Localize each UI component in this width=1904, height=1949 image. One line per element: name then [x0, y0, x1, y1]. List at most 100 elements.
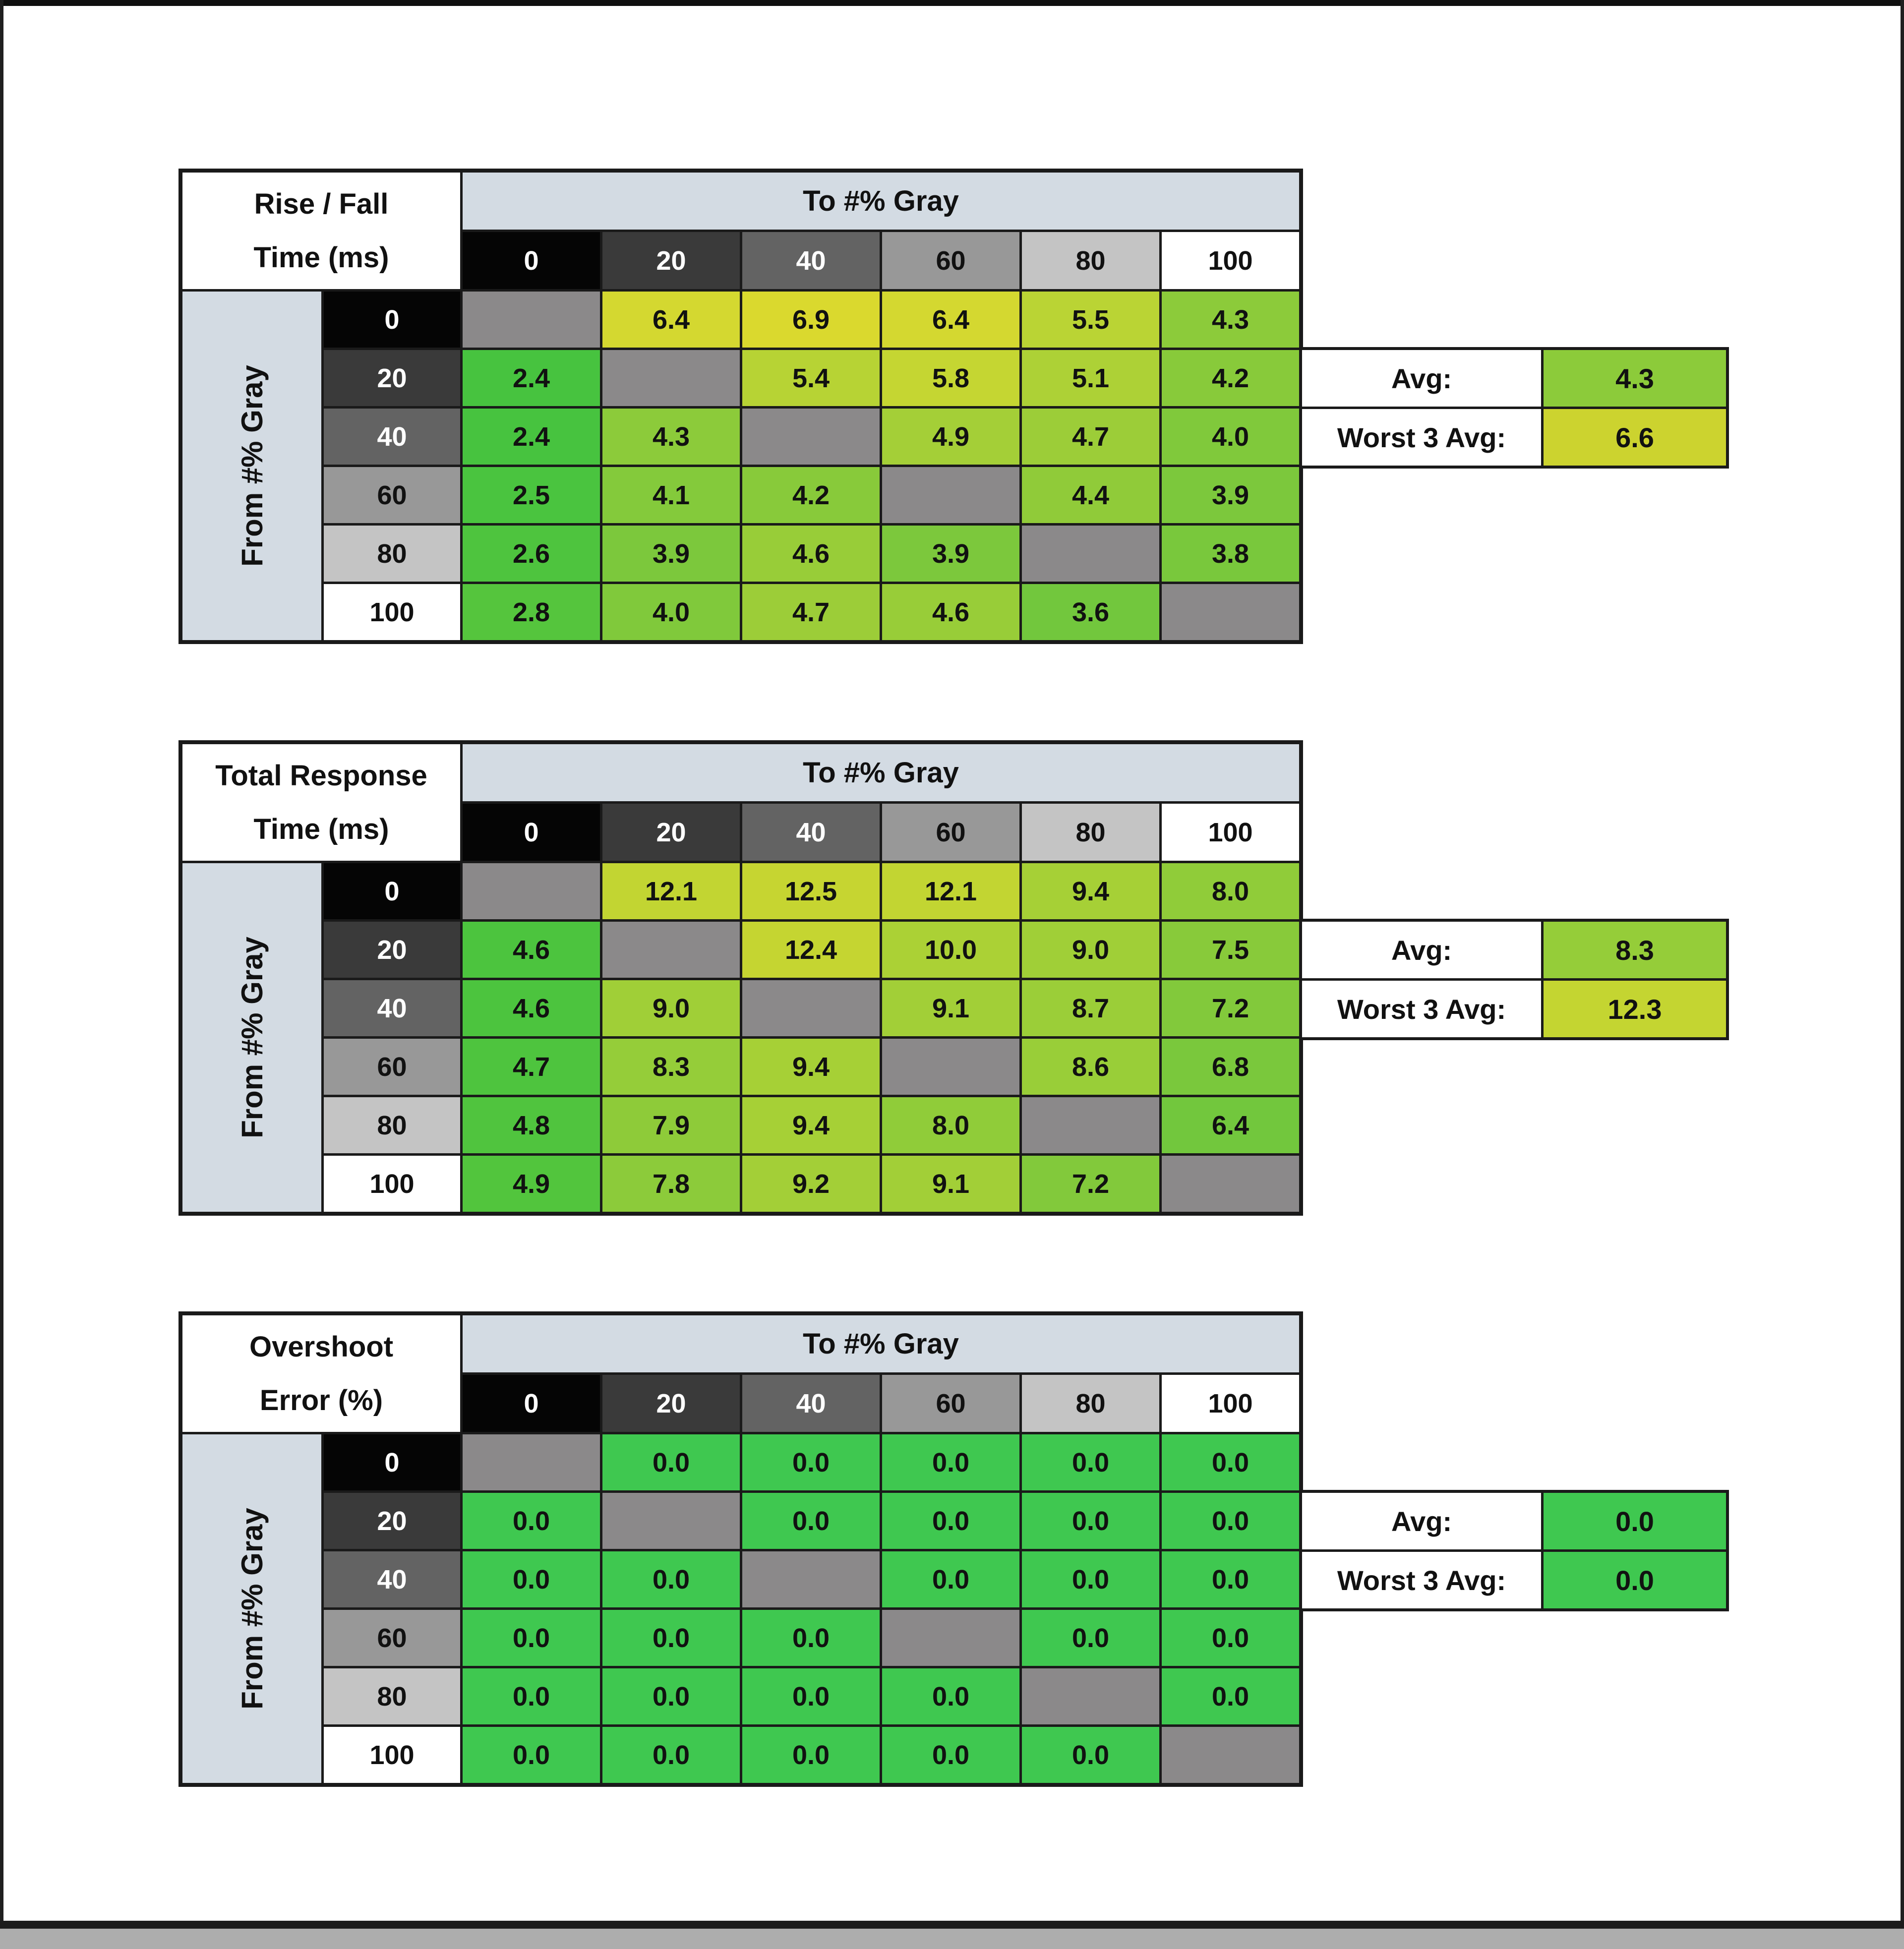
data-cell: 4.7 [1022, 409, 1159, 465]
data-cell: 0.0 [602, 1668, 740, 1724]
from-gray-label: From #% Gray [182, 863, 321, 1212]
col-header-60: 60 [882, 232, 1019, 289]
data-cell: 0.0 [882, 1434, 1019, 1490]
data-cell: 9.4 [1022, 863, 1159, 919]
data-cell: 6.4 [1162, 1097, 1299, 1153]
total-response-time-table: Total Response Time (ms) To #% Gray 0 20 40 60… [178, 740, 1303, 1216]
avg-label: Avg: [1302, 1493, 1541, 1549]
data-cell: 4.6 [742, 526, 880, 582]
row-header-0: 0 [324, 1434, 460, 1490]
data-cell: 0.0 [1162, 1434, 1299, 1490]
col-header-40: 40 [742, 1375, 880, 1432]
col-header-80: 80 [1022, 1375, 1159, 1432]
rise-fall-avg-summary: Avg: 4.3 Worst 3 Avg: 6.6 [1299, 347, 1729, 469]
from-gray-label: From #% Gray [182, 1434, 321, 1783]
diagonal-cell [882, 1610, 1019, 1666]
data-cell: 12.1 [882, 863, 1019, 919]
col-header-80: 80 [1022, 232, 1159, 289]
window-top-border [0, 0, 1904, 6]
data-cell: 12.5 [742, 863, 880, 919]
data-cell: 4.3 [1162, 292, 1299, 348]
row-header-100: 100 [324, 584, 460, 640]
diagonal-cell [1022, 1097, 1159, 1153]
col-header-60: 60 [882, 804, 1019, 861]
data-cell: 5.8 [882, 350, 1019, 406]
window-right-border [1901, 0, 1904, 1949]
row-header-40: 40 [324, 1551, 460, 1607]
data-cell: 5.1 [1022, 350, 1159, 406]
window-bottom-strip [0, 1929, 1904, 1949]
diagonal-cell [742, 980, 880, 1036]
data-cell: 3.8 [1162, 526, 1299, 582]
col-header-0: 0 [463, 1375, 600, 1432]
diagonal-cell [1022, 1668, 1159, 1724]
data-cell: 8.3 [602, 1039, 740, 1095]
from-gray-label-text: From #% Gray [235, 365, 269, 567]
data-cell: 0.0 [1022, 1551, 1159, 1607]
window-bottom-border [0, 1921, 1904, 1929]
data-cell: 0.0 [463, 1668, 600, 1724]
to-gray-header: To #% Gray [463, 173, 1299, 230]
col-header-20: 20 [602, 1375, 740, 1432]
worst3-avg-label: Worst 3 Avg: [1302, 981, 1541, 1037]
col-header-100: 100 [1162, 804, 1299, 861]
from-gray-label-text: From #% Gray [235, 937, 269, 1138]
data-cell: 9.1 [882, 1156, 1019, 1212]
data-cell: 0.0 [1162, 1668, 1299, 1724]
row-header-80: 80 [324, 526, 460, 582]
table-title-line: Time (ms) [253, 241, 389, 274]
data-cell: 4.4 [1022, 467, 1159, 523]
data-cell: 4.2 [1162, 350, 1299, 406]
data-cell: 0.0 [602, 1434, 740, 1490]
diagonal-cell [742, 1551, 880, 1607]
data-cell: 6.4 [882, 292, 1019, 348]
data-cell: 0.0 [742, 1727, 880, 1783]
data-cell: 10.0 [882, 922, 1019, 978]
row-header-20: 20 [324, 922, 460, 978]
data-cell: 4.8 [463, 1097, 600, 1153]
col-header-0: 0 [463, 804, 600, 861]
data-cell: 0.0 [882, 1727, 1019, 1783]
data-cell: 3.9 [602, 526, 740, 582]
data-cell: 4.6 [463, 922, 600, 978]
data-cell: 8.0 [882, 1097, 1019, 1153]
data-cell: 0.0 [742, 1668, 880, 1724]
row-header-20: 20 [324, 350, 460, 406]
data-cell: 0.0 [602, 1727, 740, 1783]
data-cell: 0.0 [742, 1493, 880, 1549]
data-cell: 0.0 [882, 1551, 1019, 1607]
data-cell: 3.9 [1162, 467, 1299, 523]
data-cell: 4.2 [742, 467, 880, 523]
data-cell: 2.8 [463, 584, 600, 640]
data-cell: 0.0 [1162, 1610, 1299, 1666]
col-header-40: 40 [742, 232, 880, 289]
diagonal-cell [602, 350, 740, 406]
data-cell: 4.7 [742, 584, 880, 640]
rise-fall-time-table: Rise / Fall Time (ms) To #% Gray 0 20 40 60 80 1… [178, 169, 1303, 644]
row-header-60: 60 [324, 1610, 460, 1666]
total-response-avg-summary: Avg: 8.3 Worst 3 Avg: 12.3 [1299, 919, 1729, 1040]
data-cell: 0.0 [1162, 1493, 1299, 1549]
data-cell: 9.4 [742, 1039, 880, 1095]
overshoot-avg-summary: Avg: 0.0 Worst 3 Avg: 0.0 [1299, 1490, 1729, 1611]
window-left-border [0, 0, 3, 1949]
row-header-20: 20 [324, 1493, 460, 1549]
col-header-20: 20 [602, 804, 740, 861]
diagonal-cell [463, 292, 600, 348]
data-cell: 2.4 [463, 409, 600, 465]
data-cell: 9.2 [742, 1156, 880, 1212]
data-cell: 8.7 [1022, 980, 1159, 1036]
data-cell: 5.5 [1022, 292, 1159, 348]
table-title-line: Rise / Fall [254, 187, 389, 220]
data-cell: 0.0 [463, 1493, 600, 1549]
diagonal-cell [1162, 1727, 1299, 1783]
row-header-60: 60 [324, 467, 460, 523]
data-cell: 0.0 [1162, 1551, 1299, 1607]
row-header-80: 80 [324, 1097, 460, 1153]
data-cell: 9.4 [742, 1097, 880, 1153]
data-cell: 0.0 [742, 1610, 880, 1666]
to-gray-header: To #% Gray [463, 744, 1299, 801]
data-cell: 0.0 [882, 1668, 1019, 1724]
data-cell: 0.0 [602, 1610, 740, 1666]
data-cell: 2.4 [463, 350, 600, 406]
